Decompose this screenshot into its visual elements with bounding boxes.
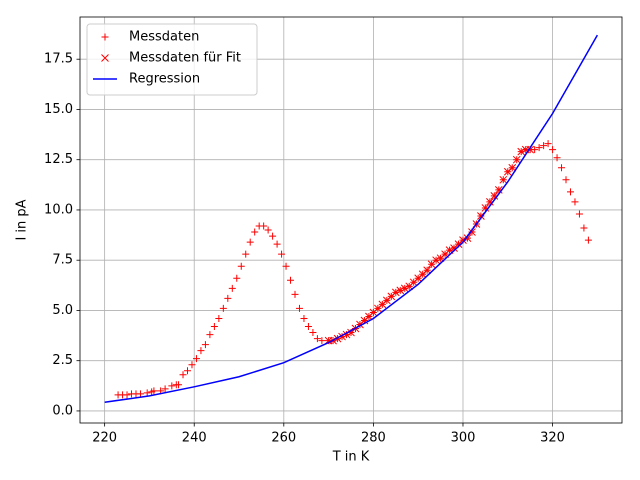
plus-marker	[136, 390, 144, 398]
plus-marker	[304, 323, 312, 331]
plus-marker	[233, 274, 241, 282]
x-tick-label: 280	[361, 431, 386, 446]
x-tick-label: 220	[92, 431, 117, 446]
plus-marker	[192, 355, 200, 363]
x-marker	[512, 155, 521, 164]
plot-frame	[79, 16, 623, 424]
y-tick-label: 5.0	[52, 303, 73, 318]
y-tick-label: 0.0	[52, 403, 73, 418]
plus-marker	[206, 331, 214, 339]
y-tick-label: 17.5	[44, 52, 73, 67]
plus-marker	[260, 222, 268, 230]
plus-marker	[549, 146, 557, 154]
y-tick-label: 7.5	[52, 253, 73, 268]
plus-marker	[318, 337, 326, 345]
x-tick-label: 240	[182, 431, 207, 446]
plus-marker	[215, 314, 223, 322]
plus-marker	[531, 146, 539, 154]
plus-marker	[219, 304, 227, 312]
plus-marker	[291, 290, 299, 298]
plus-marker	[571, 198, 579, 206]
plus-marker	[544, 140, 552, 148]
x-marker	[494, 185, 503, 194]
y-axis-label: I in pA	[15, 199, 30, 240]
x-marker	[396, 286, 405, 295]
plus-marker	[584, 236, 592, 244]
y-tick-label: 10.0	[44, 202, 73, 217]
plus-marker	[313, 335, 321, 343]
x-marker	[486, 198, 494, 206]
legend-box	[86, 23, 258, 96]
plus-marker	[264, 226, 272, 234]
plus-marker	[282, 262, 290, 270]
plus-marker	[540, 142, 548, 150]
x-marker	[490, 192, 499, 200]
x-axis-label: T in K	[332, 450, 370, 465]
x-marker	[481, 204, 490, 212]
plus-marker	[143, 389, 151, 397]
regression-line	[104, 34, 599, 404]
plus-marker	[309, 329, 317, 337]
x-marker	[101, 54, 109, 62]
plus-marker	[201, 341, 209, 349]
legend: Messdaten Messdaten für Fit Regression	[86, 23, 258, 96]
plus-marker	[553, 154, 561, 162]
plus-marker	[580, 224, 588, 232]
x-marker	[391, 288, 400, 297]
legend-label: Regression	[129, 72, 200, 87]
plus-marker	[161, 385, 169, 393]
plus-marker	[150, 387, 158, 395]
plus-marker	[228, 284, 236, 292]
plus-marker	[210, 323, 218, 331]
plus-marker	[197, 347, 205, 355]
plus-marker	[188, 361, 196, 369]
plus-marker	[246, 238, 254, 246]
y-tick-label: 15.0	[44, 102, 73, 117]
plus-marker	[535, 144, 543, 152]
x-marker	[517, 147, 526, 156]
plus-marker	[300, 314, 308, 322]
plus-marker	[278, 250, 286, 258]
plus-marker	[101, 33, 109, 41]
plus-marker	[224, 294, 232, 302]
plus-marker	[269, 232, 277, 240]
legend-label: Messdaten für Fit	[129, 51, 241, 66]
plus-marker	[242, 250, 250, 258]
plus-marker	[566, 188, 574, 196]
plus-marker	[273, 240, 281, 248]
y-tick-label: 2.5	[52, 353, 73, 368]
plus-marker	[123, 391, 131, 399]
y-tick-label: 12.5	[44, 152, 73, 167]
plus-marker	[179, 371, 187, 379]
x-marker	[423, 266, 432, 275]
x-marker	[432, 256, 440, 265]
plus-marker	[558, 164, 566, 172]
x-marker	[400, 284, 409, 293]
x-tick-label: 260	[271, 431, 296, 446]
plus-marker	[562, 176, 570, 184]
plus-marker	[287, 276, 295, 284]
plus-marker	[251, 228, 259, 236]
legend-label: Messdaten	[129, 30, 199, 45]
plus-marker	[295, 304, 303, 312]
plus-marker	[175, 381, 183, 389]
x-marker	[499, 175, 508, 184]
plus-marker	[184, 367, 192, 375]
x-tick-label: 300	[451, 431, 476, 446]
plus-marker	[237, 262, 245, 270]
x-tick-label: 320	[540, 431, 565, 446]
plus-marker	[168, 382, 176, 390]
plus-marker	[575, 210, 583, 218]
